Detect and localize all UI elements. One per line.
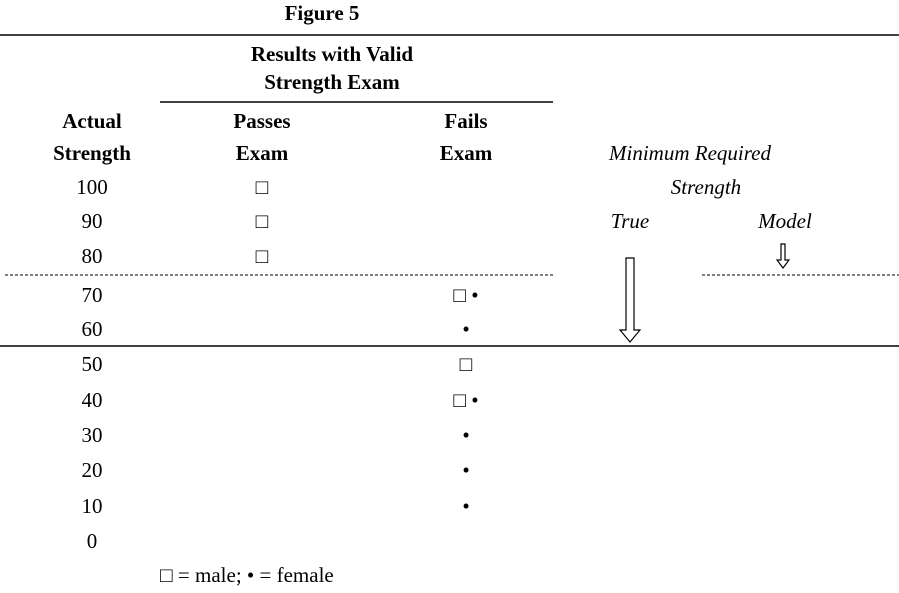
minimum-title: Strength — [671, 175, 741, 199]
rows: 100 □ 90 □ 80 □ 70 □ • 60 • 50 □ 40 □ • 30 • 20 • 10 • 0 — [76, 175, 478, 553]
fails-marker: □ • — [453, 283, 478, 307]
strength: 90 — [82, 209, 103, 233]
fails-marker: • — [462, 494, 469, 518]
strength: 20 — [82, 458, 103, 482]
strength: 50 — [82, 352, 103, 376]
strength: 0 — [87, 529, 98, 553]
column-header: Exam — [236, 141, 289, 165]
legend: □ = male; • = female — [160, 563, 334, 587]
fails-marker: • — [462, 458, 469, 482]
passes-marker: □ — [256, 209, 269, 233]
passes-marker: □ — [256, 175, 269, 199]
group-header: Strength Exam — [264, 70, 400, 94]
figure-title: Figure 5 — [285, 1, 360, 25]
passes-marker: □ — [256, 244, 269, 268]
strength: 80 — [82, 244, 103, 268]
true-label: True — [611, 209, 650, 233]
column-header: Passes — [233, 109, 290, 133]
column-header: Strength — [53, 141, 131, 165]
fails-marker: □ — [460, 352, 473, 376]
fails-marker: • — [462, 423, 469, 447]
minimum-title: Minimum Required — [608, 141, 771, 165]
column-header: Actual — [62, 109, 122, 133]
fails-marker: □ • — [453, 388, 478, 412]
strength: 30 — [82, 423, 103, 447]
group-header: Results with Valid — [251, 42, 414, 66]
fails-marker: • — [462, 317, 469, 341]
model-arrow — [775, 243, 791, 269]
strength: 70 — [82, 283, 103, 307]
model-label: Model — [757, 209, 812, 233]
true-arrow — [618, 257, 642, 343]
strength: 10 — [82, 494, 103, 518]
strength: 60 — [82, 317, 103, 341]
strength: 100 — [76, 175, 108, 199]
column-header: Exam — [440, 141, 493, 165]
column-header: Fails — [444, 109, 487, 133]
strength: 40 — [82, 388, 103, 412]
